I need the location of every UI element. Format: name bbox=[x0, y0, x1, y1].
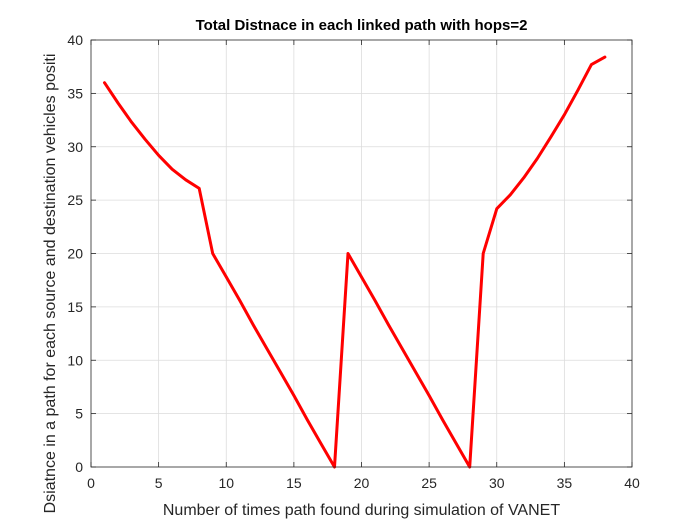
x-tick-label: 10 bbox=[218, 475, 234, 491]
y-tick-label: 10 bbox=[67, 352, 83, 368]
y-tick-label: 5 bbox=[75, 406, 83, 422]
y-axis-label: Dsiatnce in a path for each source and d… bbox=[42, 54, 59, 514]
axis-ticks: 0 5 10 15 20 25 30 35 40 0 5 10 15 20 25 30 35 40 bbox=[67, 32, 640, 491]
x-tick-label: 0 bbox=[87, 475, 95, 491]
x-tick-label: 20 bbox=[354, 475, 370, 491]
y-tick-label: 40 bbox=[67, 32, 83, 48]
y-tick-label: 25 bbox=[67, 192, 83, 208]
y-tick-label: 20 bbox=[67, 246, 83, 262]
x-axis-label: Number of times path found during simula… bbox=[163, 502, 560, 519]
x-tick-label: 40 bbox=[624, 475, 640, 491]
y-tick-label: 30 bbox=[67, 139, 83, 155]
x-tick-label: 35 bbox=[557, 475, 573, 491]
grid-lines bbox=[91, 40, 632, 467]
x-tick-label: 15 bbox=[286, 475, 302, 491]
chart-title: Total Distnace in each linked path with … bbox=[196, 17, 528, 34]
y-tick-label: 0 bbox=[75, 459, 83, 475]
x-tick-label: 30 bbox=[489, 475, 505, 491]
series-layer bbox=[103, 55, 607, 469]
y-tick-label: 15 bbox=[67, 299, 83, 315]
x-tick-label: 5 bbox=[155, 475, 163, 491]
x-tick-label: 25 bbox=[421, 475, 437, 491]
y-tick-label: 35 bbox=[67, 85, 83, 101]
series-line bbox=[103, 55, 607, 469]
